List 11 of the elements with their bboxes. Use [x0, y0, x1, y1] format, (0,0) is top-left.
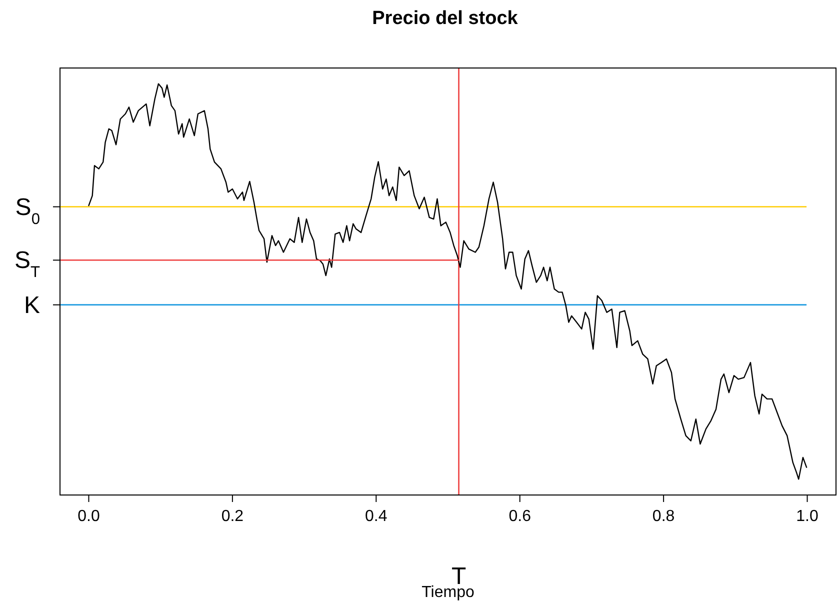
- x-tick-label: 0.8: [652, 508, 675, 525]
- x-tick-label: 0.6: [508, 508, 532, 525]
- annotation: S$_{T}$: [14, 247, 40, 281]
- ref-line-label: S$_{0}$: [15, 194, 40, 228]
- x-tick-label: 0.4: [365, 508, 388, 525]
- ref-line-label: K: [24, 292, 40, 319]
- x-axis-title: Tiempo: [422, 584, 474, 601]
- x-tick-label: 1.0: [796, 508, 818, 525]
- chart-title: Precio del stock: [372, 8, 518, 29]
- x-tick-label: 0.2: [221, 508, 244, 525]
- x-tick-label: 0.0: [78, 508, 100, 525]
